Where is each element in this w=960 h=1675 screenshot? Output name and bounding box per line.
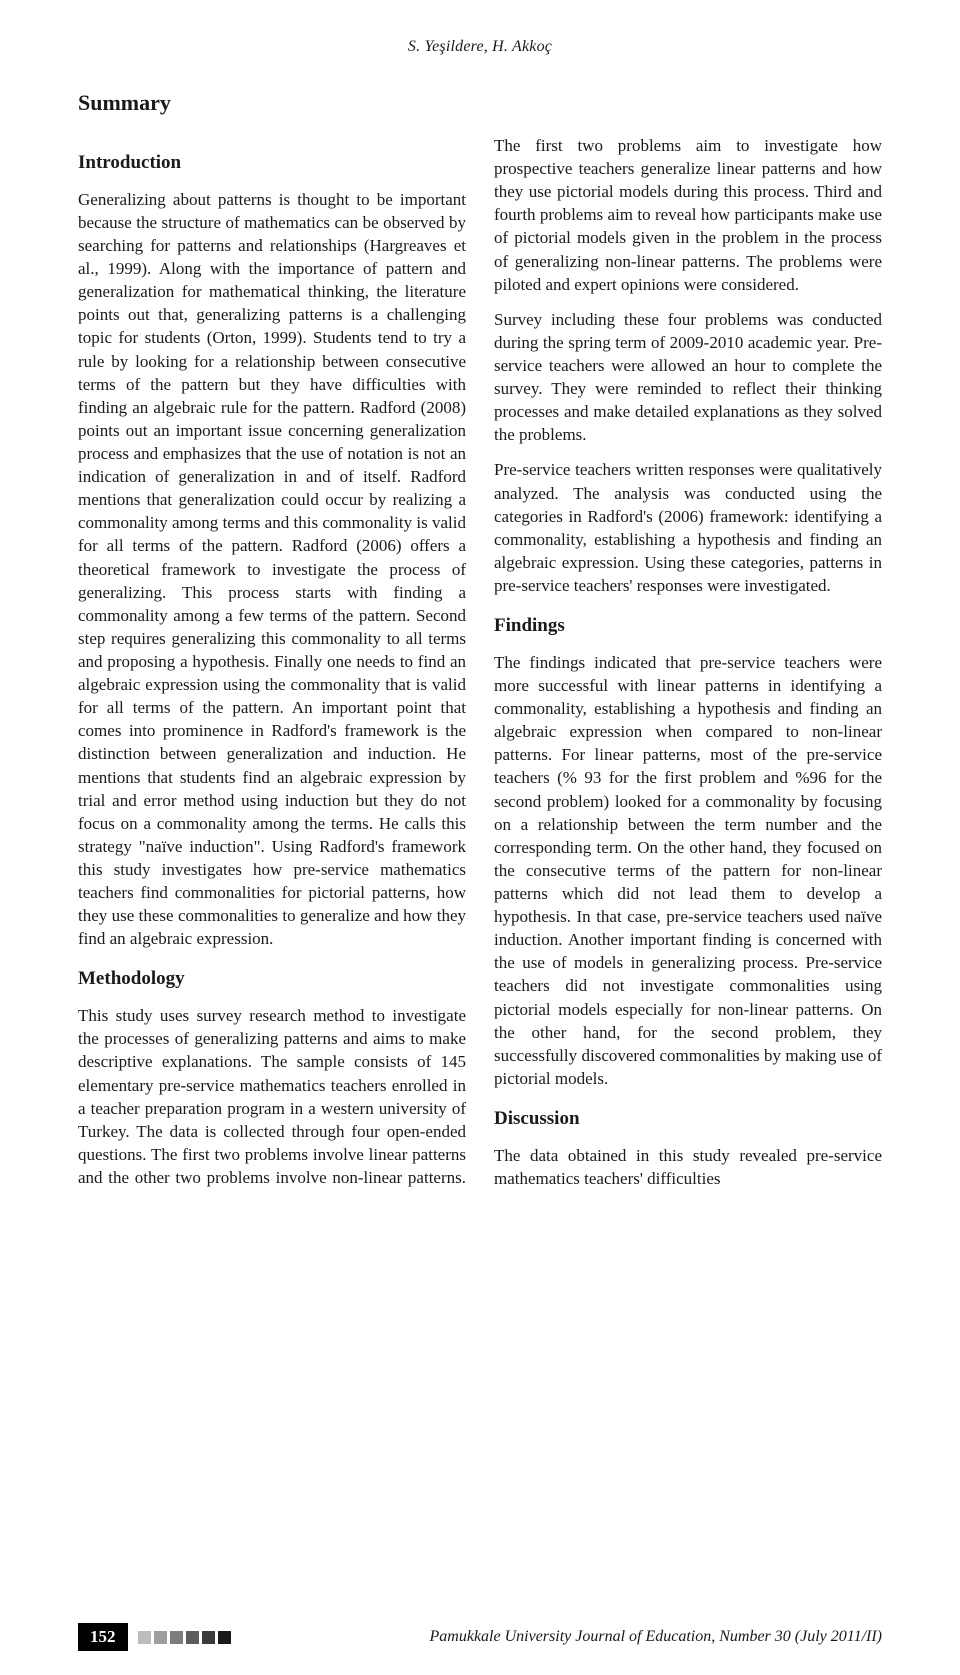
summary-title: Summary [78,90,882,116]
journal-citation: Pamukkale University Journal of Educatio… [430,1628,882,1646]
methodology-paragraph-3: Pre-service teachers written responses w… [494,458,882,597]
decorative-squares [138,1631,231,1644]
methodology-paragraph-2: Survey including these four problems was… [494,308,882,447]
page-footer: 152 Pamukkale University Journal of Educ… [0,1623,960,1651]
square-icon [154,1631,167,1644]
findings-heading: Findings [494,613,882,639]
square-icon [202,1631,215,1644]
discussion-heading: Discussion [494,1106,882,1132]
square-icon [186,1631,199,1644]
body-columns: Introduction Generalizing about patterns… [78,134,882,1196]
findings-paragraph: The findings indicated that pre-service … [494,651,882,1090]
discussion-paragraph: The data obtained in this study revealed… [494,1144,882,1190]
page-number: 152 [78,1623,128,1651]
running-head: S. Yeşildere, H. Akkoç [78,38,882,56]
square-icon [170,1631,183,1644]
introduction-heading: Introduction [78,150,466,176]
introduction-paragraph: Generalizing about patterns is thought t… [78,188,466,951]
square-icon [218,1631,231,1644]
methodology-heading: Methodology [78,966,466,992]
square-icon [138,1631,151,1644]
